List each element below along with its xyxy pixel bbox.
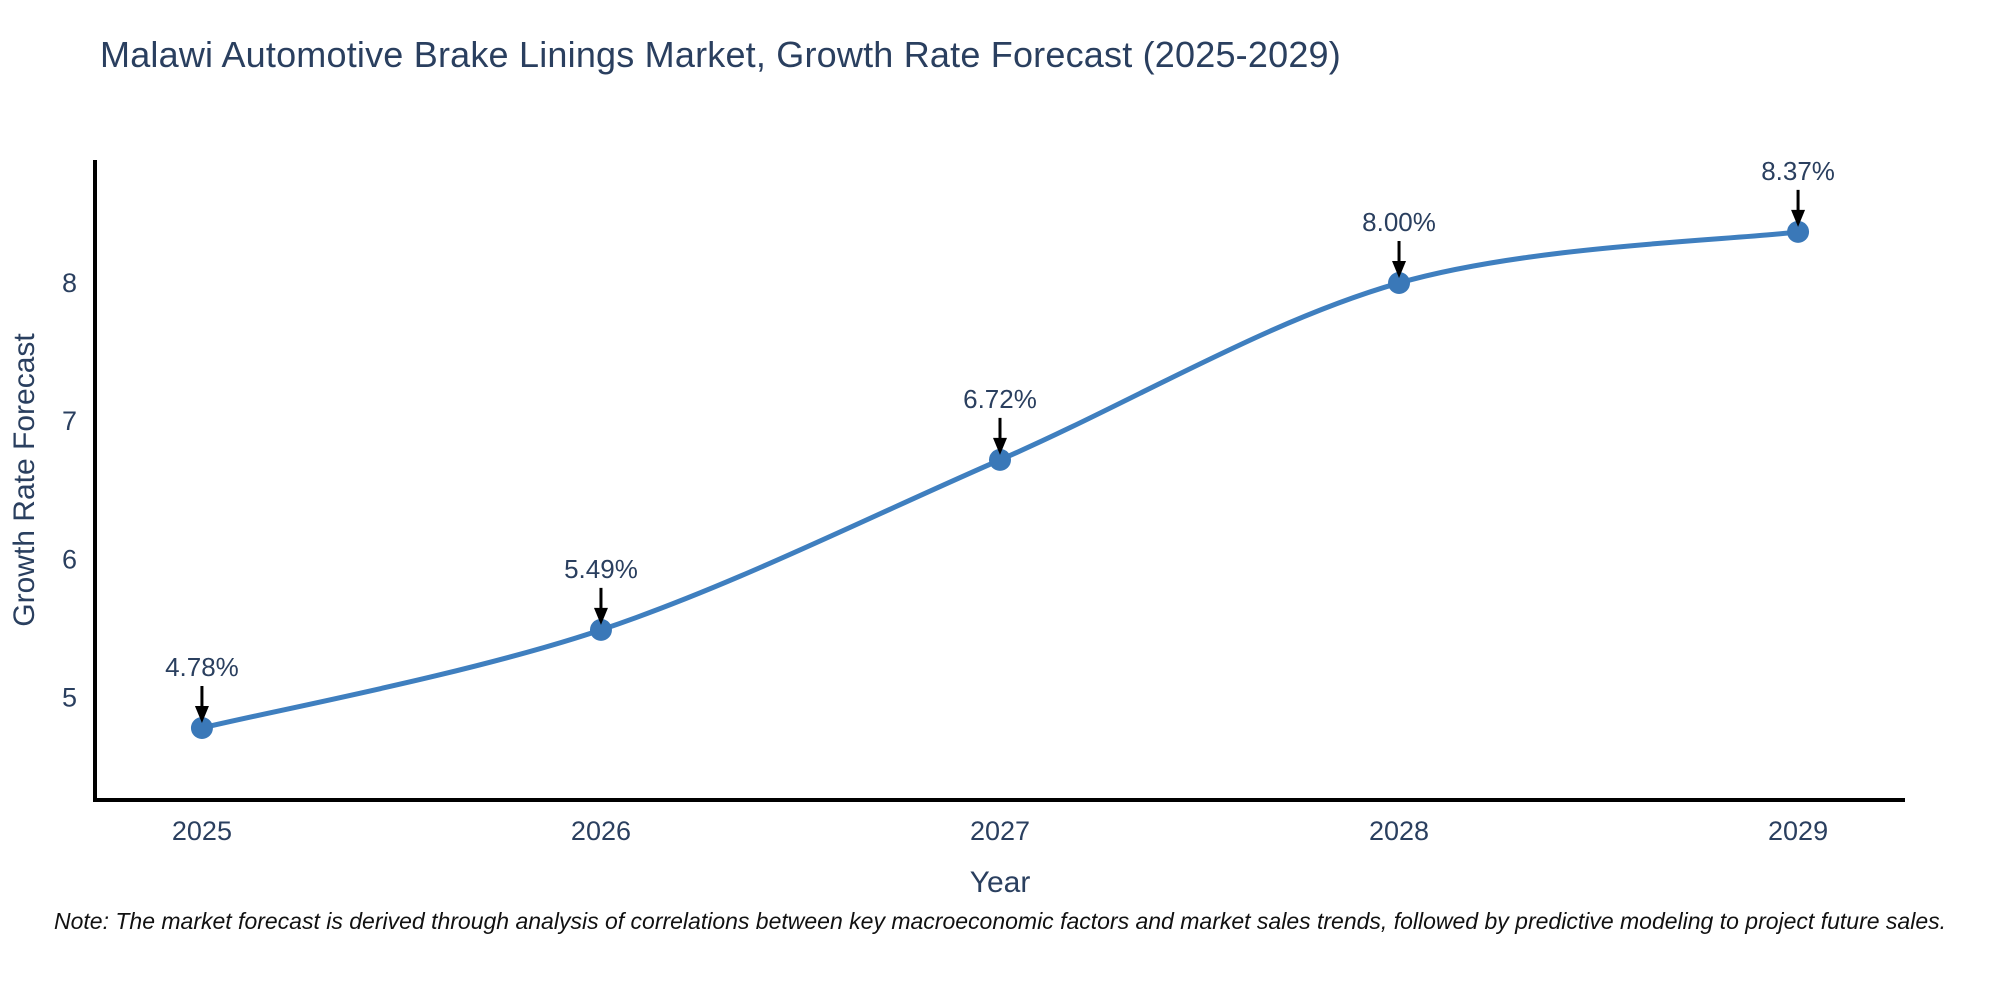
x-tick-label: 2028 bbox=[1369, 816, 1429, 846]
data-point[interactable] bbox=[1787, 220, 1810, 243]
annotation-arrowhead-icon bbox=[194, 705, 209, 723]
y-tick-label: 5 bbox=[62, 683, 77, 713]
y-tick-label: 7 bbox=[62, 406, 77, 436]
data-point[interactable] bbox=[190, 716, 213, 739]
y-axis-title: Growth Rate Forecast bbox=[8, 333, 41, 627]
point-value-label: 8.37% bbox=[1761, 156, 1835, 186]
x-tick-label: 2029 bbox=[1768, 816, 1828, 846]
annotation-arrowhead-icon bbox=[593, 607, 608, 625]
data-point[interactable] bbox=[1388, 271, 1411, 294]
point-value-label: 5.49% bbox=[564, 554, 638, 584]
footnote: Note: The market forecast is derived thr… bbox=[53, 908, 1947, 934]
x-tick-label: 2027 bbox=[970, 816, 1030, 846]
y-tick-label: 6 bbox=[62, 544, 77, 574]
data-point[interactable] bbox=[989, 448, 1011, 471]
x-tick-label: 2026 bbox=[571, 816, 631, 846]
y-tick-label: 8 bbox=[62, 268, 77, 298]
forecast-line bbox=[199, 229, 1801, 731]
point-value-label: 8.00% bbox=[1362, 207, 1436, 237]
x-tick-label: 2025 bbox=[172, 816, 232, 846]
data-point[interactable] bbox=[589, 618, 612, 641]
point-value-label: 4.78% bbox=[165, 652, 239, 682]
chart-title: Malawi Automotive Brake Linings Market, … bbox=[100, 34, 1341, 75]
annotation-arrowhead-icon bbox=[1791, 209, 1806, 227]
x-axis-title: Year bbox=[970, 866, 1031, 899]
annotation-arrowhead-icon bbox=[993, 437, 1007, 455]
annotation-arrowhead-icon bbox=[1392, 260, 1407, 278]
point-value-label: 6.72% bbox=[963, 384, 1037, 414]
